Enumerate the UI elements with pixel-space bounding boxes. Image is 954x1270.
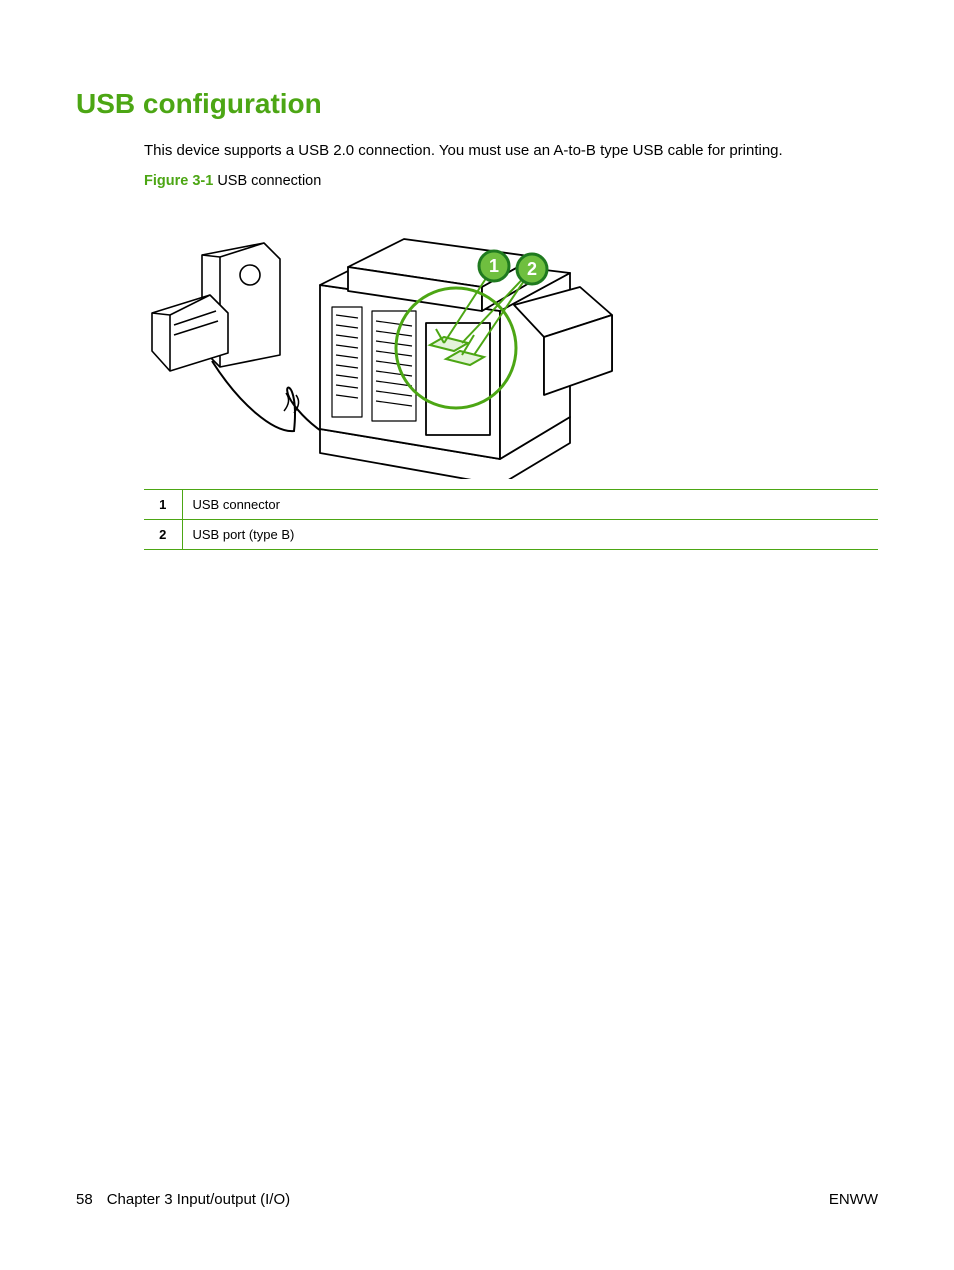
callout-2-icon: 2 [517, 254, 547, 284]
chapter-label: Chapter 3 Input/output (I/O) [107, 1191, 290, 1208]
table-row: 1 USB connector [144, 490, 878, 520]
figure-legend-table: 1 USB connector 2 USB port (type B) [144, 489, 878, 550]
page-footer: 58 Chapter 3 Input/output (I/O) ENWW [76, 1191, 878, 1208]
table-row: 2 USB port (type B) [144, 520, 878, 550]
callout-1-number: 1 [489, 256, 499, 276]
body-paragraph: This device supports a USB 2.0 connectio… [144, 140, 878, 161]
legend-number: 2 [144, 520, 182, 550]
callout-1-icon: 1 [479, 251, 509, 281]
legend-description: USB port (type B) [182, 520, 878, 550]
printer-usb-diagram-icon: 1 2 [144, 195, 624, 479]
legend-number: 1 [144, 490, 182, 520]
legend-description: USB connector [182, 490, 878, 520]
section-heading: USB configuration [76, 88, 878, 120]
page-number: 58 [76, 1191, 93, 1208]
callout-2-number: 2 [527, 259, 537, 279]
figure-title: USB connection [213, 173, 321, 189]
figure-label: Figure 3-1 [144, 173, 213, 189]
figure-illustration: 1 2 [144, 195, 624, 479]
figure-caption: Figure 3-1 USB connection [144, 173, 878, 189]
footer-left: 58 Chapter 3 Input/output (I/O) [76, 1191, 290, 1208]
footer-right-label: ENWW [829, 1191, 878, 1208]
